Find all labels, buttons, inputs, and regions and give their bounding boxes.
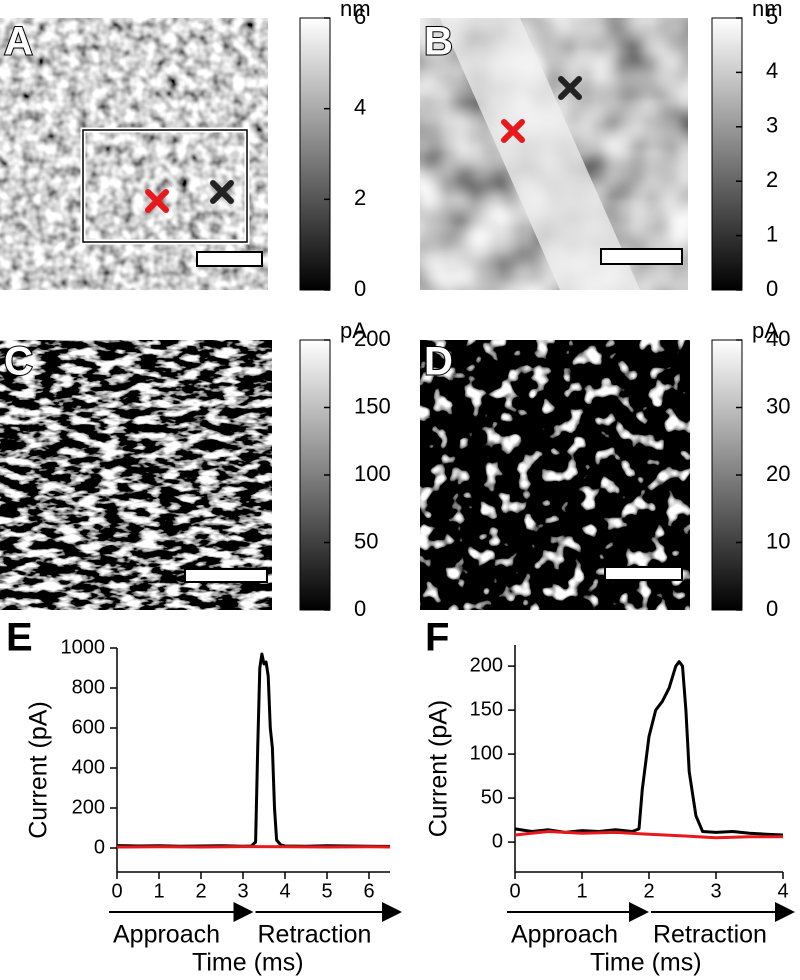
current-image — [0, 340, 272, 610]
panel-label: B — [424, 20, 453, 64]
x-axis-label: Time (ms) — [192, 949, 304, 977]
x-tick-label: 0 — [509, 880, 520, 902]
panel-label: E — [6, 616, 33, 660]
x-axis-label: Time (ms) — [590, 949, 702, 977]
panel-label: C — [4, 340, 33, 384]
y-tick-label: 200 — [470, 654, 503, 676]
y-tick-label: 0 — [492, 830, 503, 852]
scale-bar — [600, 248, 683, 265]
colorbar-tick-label: 50 — [354, 528, 378, 553]
colorbar — [711, 17, 743, 291]
panel-label: D — [424, 340, 453, 384]
colorbar-tick-label: 10 — [766, 528, 790, 553]
colorbar-tick-label: 0 — [766, 276, 778, 301]
colorbar-unit: nm — [752, 0, 783, 21]
x-tick-label: 3 — [237, 880, 248, 902]
colorbar-unit: nm — [340, 0, 371, 21]
colorbar-tick-label: 2 — [354, 185, 366, 210]
red-cross — [501, 119, 525, 143]
x-tick-label: 3 — [710, 880, 721, 902]
colorbar-tick-label: 2 — [766, 167, 778, 192]
colorbar-tick-label: 6 — [354, 4, 366, 29]
series-line — [514, 660, 784, 837]
y-tick-label: 600 — [72, 716, 105, 738]
x-tick-label: 2 — [643, 880, 654, 902]
colorbar — [299, 17, 331, 291]
x-tick-label: 4 — [777, 880, 788, 902]
x-tick-label: 1 — [576, 880, 587, 902]
scale-bar — [604, 566, 683, 581]
colorbar-tick-label: 30 — [766, 393, 790, 418]
scale-bar — [184, 568, 268, 583]
series-line — [514, 830, 783, 840]
y-axis-label: Current (pA) — [425, 700, 453, 838]
colorbar-unit: pA — [340, 318, 367, 343]
y-tick-label: 1000 — [61, 636, 106, 658]
colorbar-unit: pA — [752, 318, 779, 343]
series-line — [116, 652, 391, 848]
y-tick-label: 50 — [481, 786, 503, 808]
afm-image — [0, 18, 268, 290]
colorbar-tick-label: 100 — [354, 461, 391, 486]
colorbar-tick-label: 40 — [766, 326, 790, 351]
fiber — [440, 18, 640, 290]
colorbar-tick-label: 1 — [766, 221, 778, 246]
colorbar-tick-label: 20 — [766, 461, 790, 486]
panel-label: F — [425, 616, 449, 660]
colorbar-tick-label: 4 — [766, 58, 778, 83]
annotation: Approach — [511, 921, 618, 949]
scale-bar — [196, 251, 263, 267]
colorbar-tick-label: 0 — [354, 596, 366, 621]
black-cross — [210, 180, 234, 204]
colorbar-tick-label: 0 — [354, 276, 366, 301]
x-tick-label: 1 — [153, 880, 164, 902]
black-cross — [558, 76, 582, 100]
colorbar-tick-label: 150 — [354, 393, 391, 418]
colorbar-tick-label: 0 — [766, 596, 778, 621]
y-tick-label: 400 — [72, 756, 105, 778]
y-tick-label: 0 — [94, 836, 105, 858]
annotation: Retraction — [653, 921, 767, 949]
region-box — [82, 129, 248, 243]
panel-label: A — [4, 20, 33, 64]
colorbar-tick-label: 3 — [766, 113, 778, 138]
x-tick-label: 6 — [363, 880, 374, 902]
scale-bars — [184, 248, 683, 583]
annotation: Retraction — [258, 921, 372, 949]
x-tick-label: 5 — [321, 880, 332, 902]
y-tick-label: 800 — [72, 676, 105, 698]
y-tick-label: 150 — [470, 698, 503, 720]
x-tick-label: 4 — [279, 880, 290, 902]
y-tick-label: 200 — [72, 796, 105, 818]
red-cross — [145, 189, 169, 213]
colorbar-tick-label: 200 — [354, 326, 391, 351]
image-layer — [0, 18, 690, 610]
colorbar-tick-label: 4 — [354, 94, 366, 119]
annotation: Approach — [113, 921, 220, 949]
y-axis-label: Current (pA) — [25, 701, 53, 839]
x-tick-label: 0 — [111, 880, 122, 902]
x-tick-label: 2 — [195, 880, 206, 902]
markers — [145, 76, 582, 213]
colorbar-tick-label: 5 — [766, 4, 778, 29]
y-tick-label: 100 — [470, 742, 503, 764]
current-image — [420, 340, 690, 610]
